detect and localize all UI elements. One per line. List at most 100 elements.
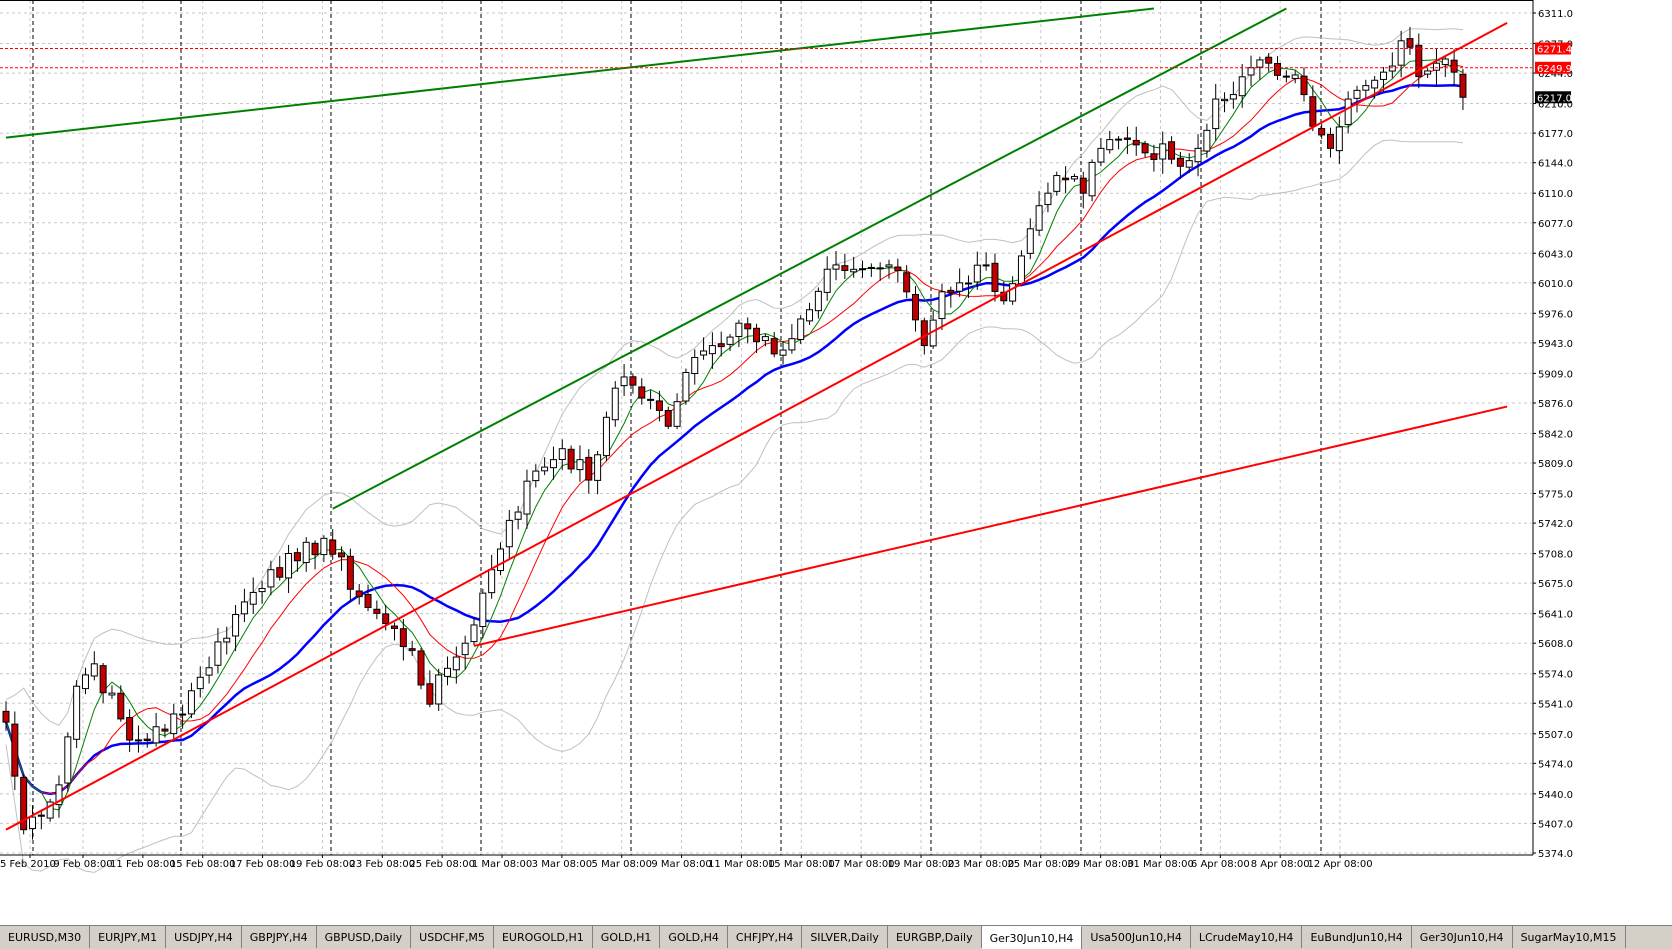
candle-body bbox=[973, 264, 981, 283]
y-tick-label: 5775.0 bbox=[1538, 490, 1573, 501]
y-tick-label: 6110.0 bbox=[1538, 189, 1573, 200]
candle-body bbox=[982, 264, 990, 267]
chart-tab[interactable]: LCrudeMay10,H4 bbox=[1191, 926, 1303, 948]
candle-body bbox=[46, 801, 54, 819]
chart-tab[interactable]: EUROGOLD,H1 bbox=[494, 926, 593, 948]
chart-tab[interactable]: EuBundJun10,H4 bbox=[1302, 926, 1412, 948]
trend-line bbox=[473, 405, 1508, 647]
chart-tab[interactable]: USDJPY,H4 bbox=[166, 926, 242, 948]
chart-tab[interactable]: GBPJPY,H4 bbox=[242, 926, 317, 948]
candle-body bbox=[841, 265, 849, 271]
candle-body bbox=[655, 400, 663, 411]
candle-body bbox=[664, 409, 672, 427]
candle-body bbox=[1026, 228, 1034, 254]
y-tick-label: 6210.0 bbox=[1538, 100, 1573, 111]
candle-body bbox=[788, 338, 796, 351]
price-label-box bbox=[1535, 42, 1571, 55]
candle-body bbox=[126, 717, 134, 741]
y-tick-label: 5675.0 bbox=[1538, 579, 1573, 590]
candle-body bbox=[488, 569, 496, 594]
candle-body bbox=[753, 327, 761, 343]
candle-body bbox=[470, 624, 478, 643]
candle-body bbox=[1203, 129, 1211, 152]
candle-body bbox=[1106, 139, 1114, 151]
candle-body bbox=[541, 466, 549, 472]
candle-body bbox=[223, 637, 231, 643]
candle-body bbox=[1221, 98, 1229, 102]
candle-body bbox=[1097, 147, 1105, 163]
candle-body bbox=[726, 336, 734, 345]
candle-body bbox=[761, 336, 769, 342]
y-tick-label: 6311.0 bbox=[1538, 9, 1573, 20]
candle-body bbox=[770, 338, 778, 355]
trend-line bbox=[332, 7, 1287, 510]
chart-tab[interactable]: GOLD,H1 bbox=[593, 926, 661, 948]
price-label-box bbox=[1535, 61, 1571, 74]
x-tick-label: 5 Mar 08:00 bbox=[592, 859, 652, 870]
x-tick-label: 9 Feb 08:00 bbox=[53, 859, 112, 870]
chart-tab[interactable]: SILVER,Daily bbox=[802, 926, 888, 948]
candle-body bbox=[806, 309, 814, 322]
x-tick-label: 11 Mar 08:00 bbox=[708, 859, 775, 870]
chart-tab[interactable]: EURUSD,M30 bbox=[0, 926, 91, 948]
y-tick-label: 5708.0 bbox=[1538, 550, 1573, 561]
candle-body bbox=[1344, 98, 1352, 126]
candle-body bbox=[629, 376, 637, 386]
moving-average-blue bbox=[4, 84, 1464, 796]
candle-body bbox=[1335, 126, 1343, 152]
moving-average-green bbox=[5, 59, 1464, 811]
x-tick-label: 19 Mar 08:00 bbox=[888, 859, 955, 870]
candle-body bbox=[417, 650, 425, 686]
candle-body bbox=[1168, 141, 1176, 160]
candle-body bbox=[1432, 62, 1440, 71]
chart-tab[interactable]: EURGBP,Daily bbox=[888, 926, 982, 948]
candle-body bbox=[1388, 65, 1396, 72]
candle-body bbox=[638, 386, 646, 399]
candle-body bbox=[232, 614, 240, 637]
x-tick-label: 15 Feb 08:00 bbox=[170, 859, 236, 870]
x-tick-label: 11 Feb 08:00 bbox=[110, 859, 176, 870]
candle-body bbox=[143, 738, 151, 742]
y-tick-label: 6244.0 bbox=[1538, 69, 1573, 80]
chart-tab[interactable]: SugarMay10,M15 bbox=[1513, 926, 1626, 948]
candle-body bbox=[814, 290, 822, 312]
candle-body bbox=[134, 739, 142, 742]
candle-body bbox=[152, 726, 160, 744]
y-tick-label: 5541.0 bbox=[1538, 699, 1573, 710]
candle-body bbox=[1415, 44, 1423, 78]
chart-area[interactable]: 6311.06277.06244.06210.06177.06144.06110… bbox=[0, 0, 1672, 925]
chart-tab[interactable]: USDCHF,M5 bbox=[411, 926, 494, 948]
x-tick-label: 5 Feb 2010 bbox=[0, 859, 56, 870]
candle-body bbox=[1088, 161, 1096, 197]
candle-body bbox=[620, 376, 628, 387]
y-tick-label: 5943.0 bbox=[1538, 339, 1573, 350]
candle-body bbox=[691, 356, 699, 375]
chart-tab[interactable]: GBPUSD,Daily bbox=[317, 926, 412, 948]
chart-tab[interactable]: Ger30Jun10,H4 bbox=[1412, 926, 1513, 948]
price-chart[interactable]: 6311.06277.06244.06210.06177.06144.06110… bbox=[0, 0, 1672, 925]
chart-tab[interactable]: Ger30Jun10,H4 bbox=[981, 926, 1083, 949]
candle-body bbox=[673, 401, 681, 427]
y-tick-label: 5809.0 bbox=[1538, 459, 1573, 470]
candle-body bbox=[797, 318, 805, 340]
candle-body bbox=[179, 713, 187, 716]
candle-body bbox=[602, 416, 610, 457]
candle-body bbox=[876, 267, 884, 270]
chart-tab[interactable]: CHFJPY,H4 bbox=[728, 926, 803, 948]
chart-tab[interactable]: EURJPY,M1 bbox=[90, 926, 167, 948]
candle-body bbox=[964, 282, 972, 285]
candle-body bbox=[346, 555, 354, 590]
trend-line bbox=[5, 21, 1508, 831]
candle-body bbox=[735, 322, 743, 337]
candle-body bbox=[920, 320, 928, 347]
chart-tab[interactable]: Usa500Jun10,H4 bbox=[1082, 926, 1191, 948]
candle-body bbox=[894, 266, 902, 271]
candle-body bbox=[329, 539, 337, 555]
candle-body bbox=[435, 674, 443, 705]
x-tick-label: 29 Mar 08:00 bbox=[1067, 859, 1134, 870]
y-tick-label: 5374.0 bbox=[1538, 849, 1573, 860]
chart-tab[interactable]: GOLD,H4 bbox=[660, 926, 728, 948]
candle-body bbox=[108, 692, 116, 696]
candle-body bbox=[1300, 75, 1308, 96]
candle-body bbox=[73, 685, 81, 740]
